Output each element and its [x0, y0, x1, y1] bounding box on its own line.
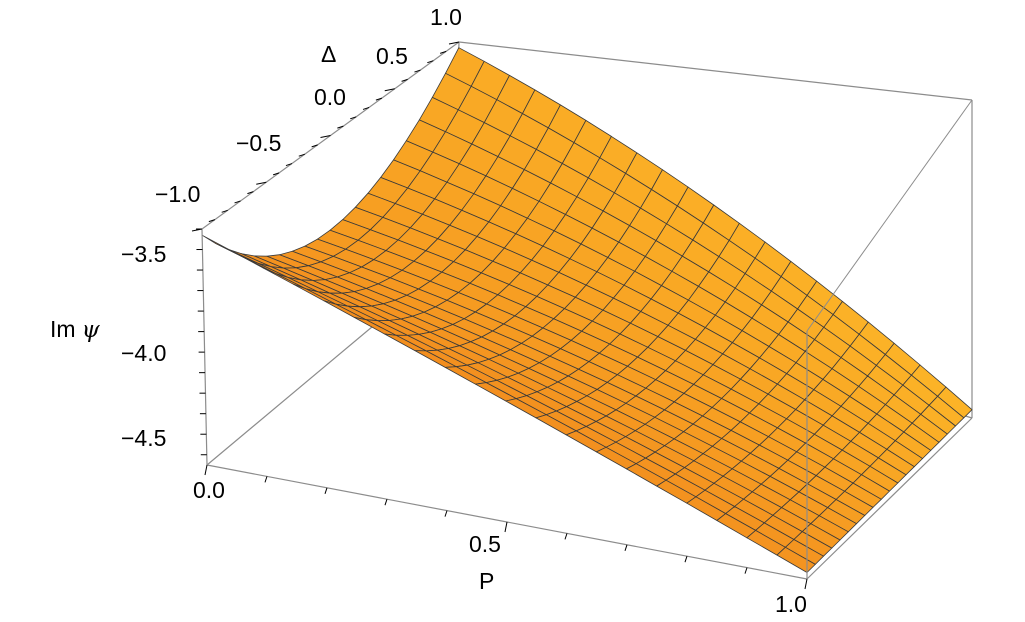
- y-tick: [427, 60, 434, 64]
- x-tick: [504, 521, 508, 533]
- z-axis-label-symbol: ψ: [82, 317, 101, 343]
- x-tick: [684, 556, 688, 563]
- y-tick: [362, 106, 370, 110]
- x-tick: [804, 578, 808, 590]
- y-tick: [384, 88, 395, 92]
- y-tick: [414, 69, 421, 73]
- surface-cell: [776, 546, 816, 573]
- z-tick-label: −4.0: [121, 340, 166, 366]
- y-tick: [311, 144, 318, 148]
- box-edge: [458, 41, 973, 101]
- y-axis-label: Δ: [321, 41, 336, 67]
- y-tick: [234, 200, 241, 204]
- z-tick-label: −4.5: [121, 425, 166, 451]
- y-tick-label: 0.5: [376, 43, 408, 69]
- y-tick-label: 1.0: [430, 4, 462, 30]
- z-axis-label-text: Im: [50, 316, 76, 342]
- x-tick-label: 0.0: [193, 477, 225, 503]
- y-tick: [320, 135, 331, 138]
- y-tick: [337, 125, 344, 129]
- y-tick: [448, 41, 460, 45]
- surface-mesh: [201, 47, 973, 573]
- y-tick: [401, 78, 408, 82]
- x-tick: [384, 499, 388, 506]
- y-tick-label: −1.0: [155, 181, 200, 207]
- y-tick: [285, 163, 293, 167]
- x-tick-label: 1.0: [775, 591, 807, 617]
- x-tick: [624, 544, 628, 551]
- axis-ticks: [191, 41, 808, 590]
- y-tick: [247, 191, 254, 195]
- x-tick: [324, 487, 328, 494]
- y-tick: [208, 219, 216, 223]
- y-tick: [221, 209, 228, 213]
- box-edge: [806, 417, 973, 580]
- y-tick-label: −0.5: [236, 130, 281, 156]
- x-axis-label: P: [479, 568, 494, 594]
- y-tick: [375, 97, 383, 101]
- box-edge: [806, 99, 973, 332]
- x-tick-label: 0.5: [469, 531, 501, 557]
- x-tick: [204, 464, 208, 476]
- z-tick-label: −3.5: [121, 241, 166, 267]
- z-axis-label: Im ψ: [50, 316, 101, 343]
- y-tick: [439, 50, 447, 54]
- box-edge: [201, 228, 208, 466]
- x-tick: [744, 567, 748, 574]
- y-tick: [256, 181, 267, 185]
- y-tick: [350, 116, 357, 120]
- y-tick-label: 0.0: [314, 84, 346, 110]
- x-tick: [564, 533, 568, 540]
- y-tick: [298, 153, 305, 157]
- x-tick: [444, 510, 448, 517]
- x-tick: [264, 476, 268, 483]
- y-tick: [272, 172, 280, 176]
